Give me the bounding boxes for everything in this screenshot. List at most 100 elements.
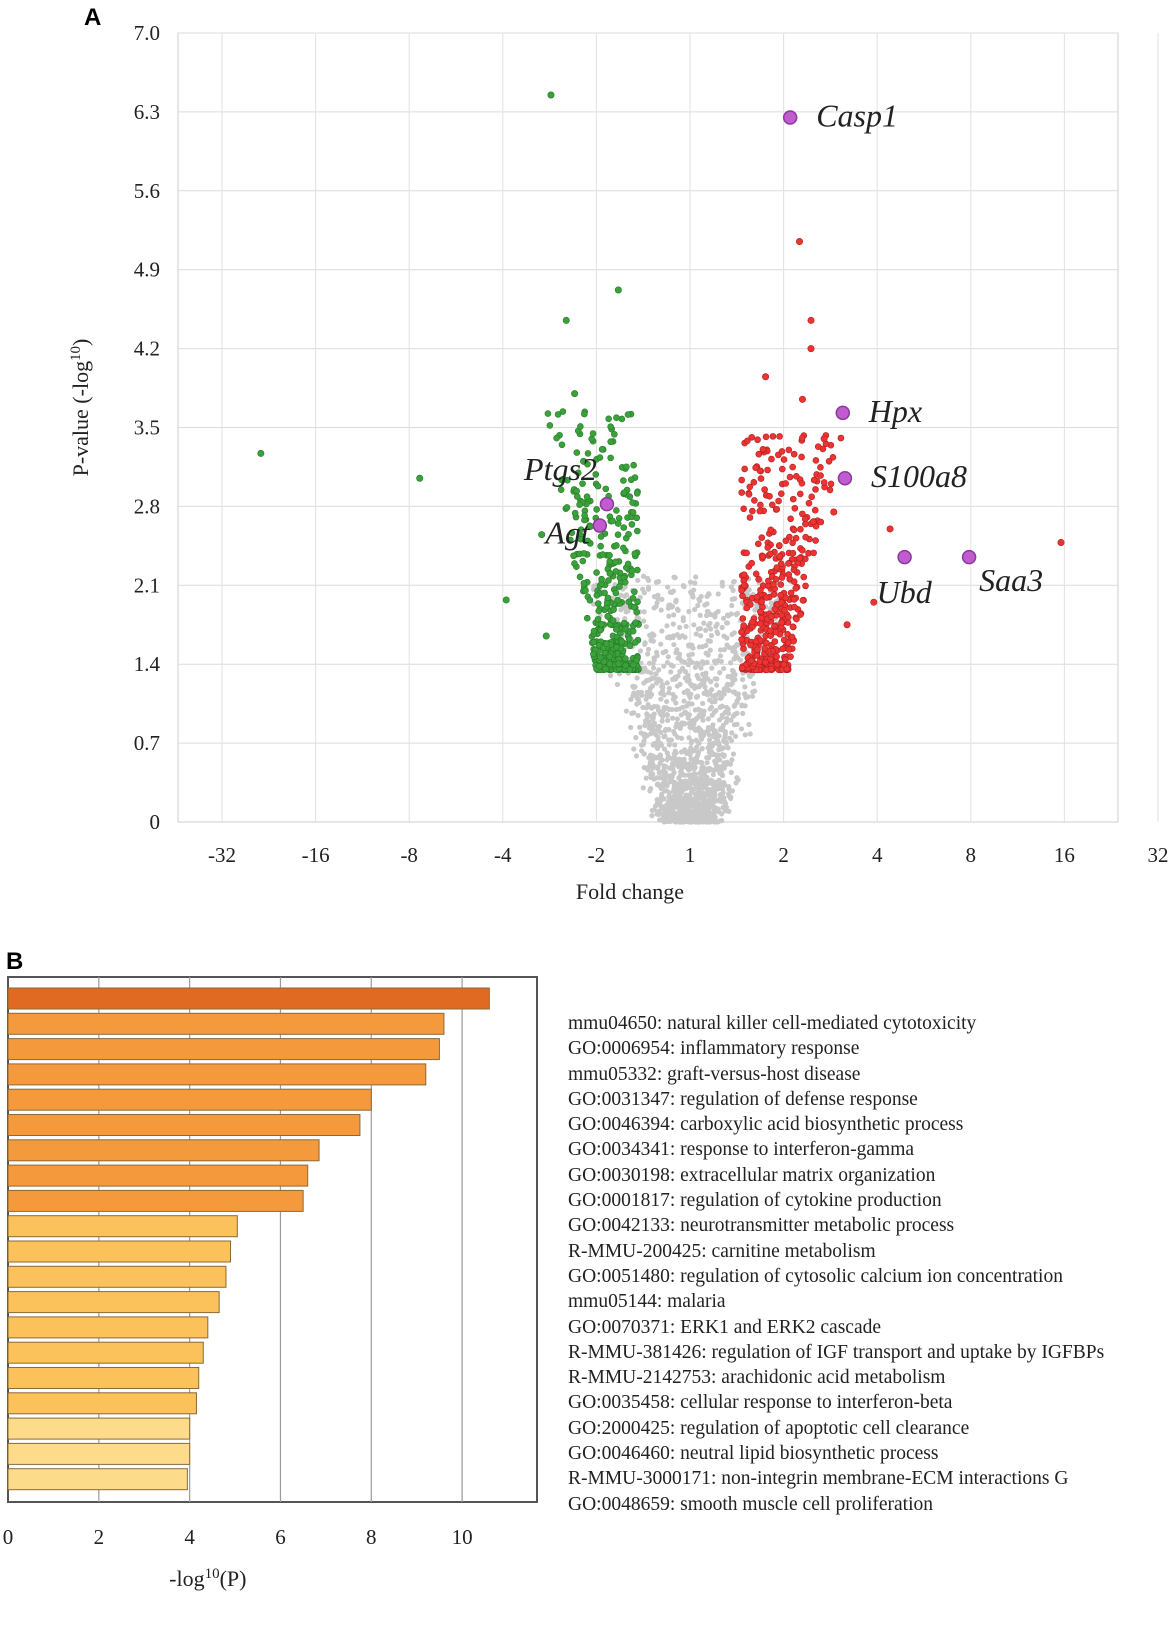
ns-point (680, 615, 686, 621)
down-point (577, 423, 584, 430)
up-point (757, 620, 764, 627)
y-tick-label: 6.3 (134, 100, 160, 124)
ns-point (659, 718, 665, 724)
ns-point (710, 767, 716, 773)
ns-point (698, 759, 705, 766)
down-outlier (538, 531, 546, 539)
y-tick-label: 0.7 (134, 731, 160, 755)
ns-point (687, 748, 694, 754)
down-point (622, 625, 629, 633)
ns-point (714, 755, 721, 761)
ns-point (745, 694, 751, 700)
ns-point (742, 703, 748, 709)
up-point (778, 619, 785, 626)
up-point (777, 490, 785, 497)
up-point (761, 644, 769, 652)
up-point (738, 586, 745, 594)
down-point (620, 477, 627, 484)
down-point (609, 517, 616, 525)
ns-point (721, 665, 727, 672)
up-point (798, 480, 806, 487)
gene-point-s100a8 (837, 470, 853, 486)
up-point (802, 582, 809, 590)
up-point (772, 628, 780, 636)
down-point (581, 512, 588, 519)
ns-point (709, 665, 715, 671)
down-point (624, 560, 632, 568)
ns-point (729, 730, 735, 736)
go-term-label: mmu05332: graft-versus-host disease (568, 1063, 861, 1085)
down-point (603, 640, 610, 648)
enrichment-bar (7, 1063, 427, 1086)
ns-point (708, 704, 715, 710)
ns-point (633, 753, 640, 759)
down-point (610, 606, 617, 613)
ns-point (666, 690, 672, 696)
ns-point (719, 583, 726, 589)
ns-point (645, 719, 652, 725)
down-point (620, 489, 628, 496)
down-point (632, 639, 639, 646)
up-point (768, 455, 775, 463)
down-point (584, 537, 592, 545)
ns-point (648, 774, 654, 781)
ns-point (708, 611, 714, 618)
ns-point (648, 637, 654, 644)
down-point (624, 411, 632, 418)
enrichment-bar (7, 1367, 200, 1389)
ns-point (710, 813, 717, 819)
ns-point (654, 680, 660, 686)
down-point (602, 485, 610, 493)
x-tick-label: 8 (966, 843, 977, 867)
up-point (826, 486, 834, 494)
down-point (579, 557, 587, 565)
gene-point-casp1 (782, 110, 798, 125)
ns-point (715, 819, 721, 825)
ns-point (659, 782, 665, 789)
ns-point (707, 746, 713, 752)
ns-point (683, 792, 689, 798)
down-point (606, 660, 614, 668)
up-point (800, 573, 808, 581)
y-tick-label: 2.8 (134, 494, 160, 518)
go-term-label: R-MMU-3000171: non-integrin membrane-ECM… (568, 1468, 1069, 1490)
down-point (614, 596, 622, 604)
up-outlier (1057, 538, 1065, 546)
ns-point (735, 777, 741, 783)
down-point (595, 607, 603, 615)
ns-point (731, 703, 737, 709)
ns-point (752, 607, 758, 613)
ns-point (681, 758, 687, 765)
down-point (613, 542, 620, 549)
up-point (790, 566, 798, 574)
go-term-label: GO:0046394: carboxylic acid biosynthetic… (568, 1114, 964, 1136)
go-term-label: GO:0034341: response to interferon-gamma (568, 1139, 915, 1161)
ns-point (732, 733, 739, 739)
ns-point (650, 716, 656, 722)
ns-point (640, 586, 646, 592)
up-outlier (798, 395, 806, 403)
ns-point (664, 680, 670, 686)
x-tick-label: 10 (452, 1525, 473, 1549)
ns-point (635, 696, 641, 702)
up-point (810, 549, 817, 557)
down-point (606, 653, 614, 661)
down-point (590, 627, 598, 635)
down-point (623, 463, 630, 471)
ns-point (694, 744, 700, 750)
ns-point (618, 592, 624, 598)
ns-point (670, 691, 676, 698)
ns-point (705, 801, 711, 808)
ns-point (664, 750, 670, 756)
ns-point (641, 618, 647, 624)
ns-point (636, 615, 642, 622)
ns-point (721, 795, 727, 801)
ns-point (651, 594, 658, 600)
ns-point (655, 578, 662, 585)
ns-point (696, 740, 702, 746)
y-tick-label: 1.4 (134, 652, 161, 676)
ns-point (720, 790, 726, 796)
ns-point (684, 814, 690, 821)
up-point (790, 526, 798, 534)
ns-point (730, 645, 736, 651)
